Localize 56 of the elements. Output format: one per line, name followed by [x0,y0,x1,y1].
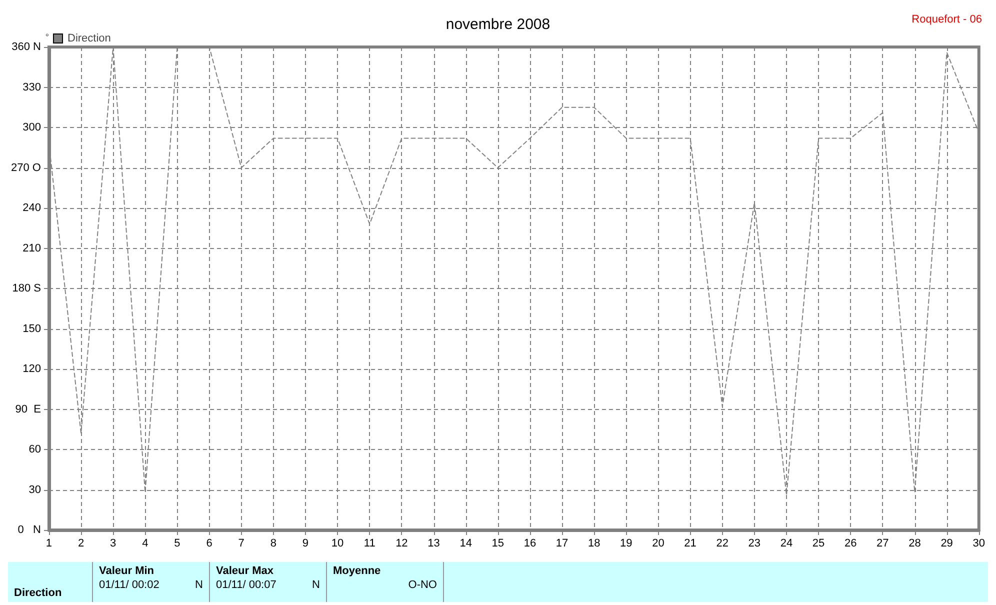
x-tick-label: 4 [142,538,148,550]
text: 01/11/ 00:07 [216,579,276,591]
y-tick-label: 120 [22,363,41,375]
text: 01/11/ 00:02 [99,579,160,591]
y-tick-label: 0 N [18,524,42,536]
x-tick-label: 6 [206,538,212,550]
x-tick-label: 26 [844,538,857,550]
chart-title: novembre 2008 [446,16,550,33]
text: Moyenne [333,565,382,577]
y-tick-label: 360 N [12,41,42,53]
text: Direction [8,562,93,602]
x-tick-label: 21 [684,538,696,550]
legend-label: Direction [68,32,111,44]
y-axis-title: ° [45,32,50,42]
x-tick-label: 20 [652,538,664,550]
x-tick-label: 24 [780,538,793,550]
x-tick-label: 8 [270,538,276,550]
text: Valeur Min [99,565,156,577]
x-tick-label: 15 [492,538,504,550]
x-tick-label: 30 [972,538,986,550]
x-tick-label: 19 [620,538,632,550]
y-tick-label: 270 O [10,162,42,174]
x-tick-label: 9 [302,538,309,550]
y-tick-label: 300 [22,122,41,134]
x-tick-label: 13 [428,538,440,550]
x-tick-label: 25 [812,538,825,550]
y-tick-label: 210 [22,242,41,254]
text: N [312,579,320,591]
y-tick-label: 330 [22,81,41,94]
x-tick-label: 12 [396,538,408,550]
y-tick-label: 150 [22,322,41,335]
x-tick-label: 7 [238,538,244,550]
x-tick-label: 18 [588,538,600,550]
text: Roquefort - 06 [912,14,982,26]
x-tick-label: 2 [78,538,84,550]
y-tick-label: 240 [22,202,41,214]
text: N [195,579,203,591]
x-tick-label: 22 [716,538,728,550]
y-tick-label: 30 [28,484,41,496]
x-tick-label: 16 [524,538,536,550]
x-tick-label: 10 [331,538,344,550]
x-tick-label: 5 [174,538,180,550]
y-tick-label: 90 E [15,403,41,416]
x-tick-label: 11 [364,538,376,550]
y-tick-label: 60 [28,444,41,456]
x-tick-label: 27 [876,538,889,550]
x-tick-label: 1 [46,538,52,550]
text: Valeur Max [216,565,274,577]
x-tick-label: 17 [556,538,568,550]
x-tick-label: 14 [460,538,472,550]
x-tick-label: 3 [110,538,116,550]
y-tick-label: 180 S [12,282,41,294]
text: O-NO [408,579,437,591]
x-tick-label: 23 [748,538,761,550]
x-tick-label: 29 [940,538,953,550]
x-tick-label: 28 [908,538,921,550]
